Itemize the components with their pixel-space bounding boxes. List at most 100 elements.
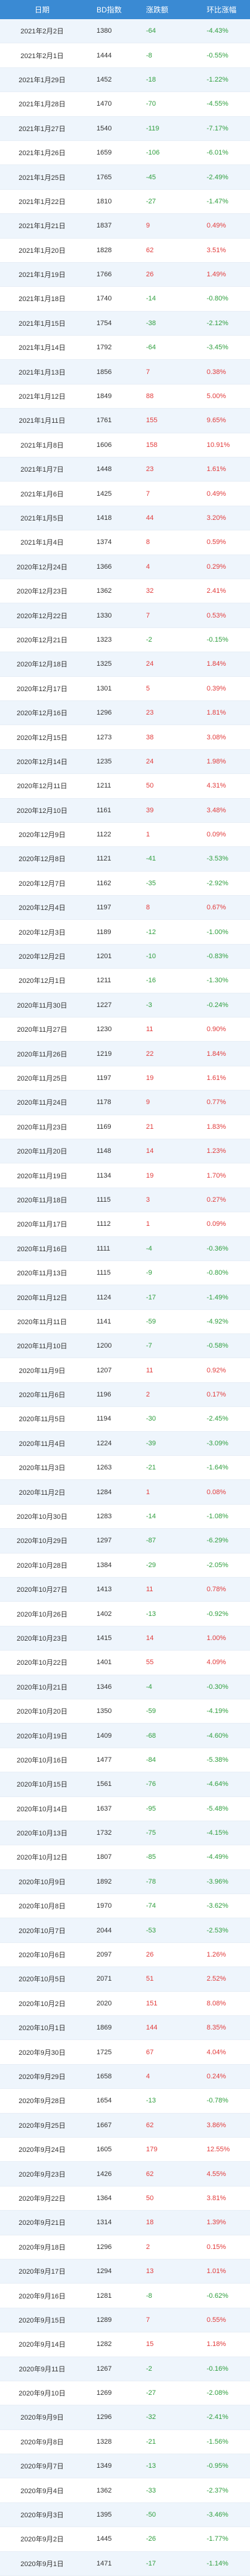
cell-date: 2020年10月1日 [19,2025,66,2033]
cell-date: 2020年12月15日 [17,734,67,742]
cell-date: 2020年12月2日 [19,953,66,961]
table-row: 2020年11月13日 1115 -9 -0.80% [0,1260,250,1286]
table-row: 2020年9月11日 1267 -2 -0.16% [0,2357,250,2381]
cell-date: 2020年10月21日 [17,1683,67,1691]
table-row: 2020年12月16日 1296 23 1.81% [0,700,250,726]
table-row: 2020年10月19日 1409 -68 -4.60% [0,1724,250,1748]
cell-change-pct: 0.77% [207,1099,226,1107]
table-row: 2020年9月21日 1314 18 1.39% [0,2211,250,2235]
cell-bd-index: 1380 [97,27,112,35]
cell-date: 2021年1月21日 [19,223,66,231]
cell-change-pct: 1.01% [207,2268,226,2276]
table-row: 2020年9月30日 1725 67 4.04% [0,2040,250,2065]
cell-date: 2020年10月5日 [19,1976,66,1984]
cell-bd-index: 1200 [97,1342,112,1350]
cell-change-pct: -2.08% [207,2389,228,2397]
cell-change-pct: 0.49% [207,490,226,498]
cell-bd-index: 1849 [97,393,112,401]
cell-bd-index: 1740 [97,295,112,303]
cell-date: 2020年11月18日 [17,1196,67,1204]
cell-bd-index: 1792 [97,344,112,352]
table-row: 2020年10月1日 1869 144 8.35% [0,2016,250,2041]
table-row: 2020年12月21日 1323 -2 -0.15% [0,627,250,653]
table-row: 2021年1月20日 1828 62 3.51% [0,238,250,263]
cell-bd-index: 1211 [97,977,111,985]
cell-date: 2020年10月16日 [17,1756,67,1764]
table-row: 2020年10月23日 1415 14 1.00% [0,1626,250,1651]
cell-change-pct: -1.14% [207,2559,228,2567]
cell-date: 2020年9月17日 [19,2268,66,2276]
cell-date: 2020年11月23日 [17,1123,67,1131]
cell-change: 24 [146,757,154,765]
cell-date: 2020年11月10日 [17,1343,67,1351]
cell-bd-index: 1227 [97,1001,112,1009]
cell-change: -13 [146,2097,156,2105]
cell-change: -87 [146,1537,156,1545]
cell-bd-index: 1235 [97,757,112,765]
table-row: 2020年12月7日 1162 -35 -2.92% [0,871,250,896]
table-row: 2020年9月23日 1426 62 4.55% [0,2162,250,2187]
table-row: 2020年9月2日 1445 -26 -1.77% [0,2527,250,2552]
cell-change-pct: -3.62% [207,1902,228,1910]
cell-change: -76 [146,1780,156,1788]
cell-bd-index: 1667 [97,2121,112,2129]
cell-bd-index: 1362 [97,2486,112,2494]
cell-bd-index: 1197 [97,1074,111,1082]
cell-date: 2020年9月1日 [20,2560,64,2568]
table-row: 2020年9月9日 1296 -32 -2.41% [0,2405,250,2430]
table-row: 2020年10月14日 1637 -95 -5.48% [0,1796,250,1821]
table-row: 2020年10月8日 1970 -74 -3.62% [0,1894,250,1919]
table-row: 2020年11月30日 1227 -3 -0.24% [0,993,250,1018]
cell-date: 2020年9月18日 [19,2243,66,2251]
table-row: 2020年11月24日 1178 9 0.77% [0,1090,250,1115]
cell-bd-index: 1281 [97,2292,112,2300]
cell-change-pct: 5.00% [207,393,226,401]
cell-date: 2020年9月10日 [19,2390,66,2398]
cell-change: -14 [146,295,156,303]
cell-change: 144 [146,2024,158,2032]
cell-change: 51 [146,1975,154,1983]
cell-change: 50 [146,782,154,790]
table-row: 2021年1月14日 1792 -64 -3.45% [0,336,250,360]
table-row: 2020年10月7日 2044 -53 -2.53% [0,1918,250,1943]
table-row: 2020年11月26日 1219 22 1.84% [0,1042,250,1066]
cell-change-pct: 0.27% [207,1196,226,1204]
cell-change-pct: 1.61% [207,1074,226,1082]
cell-change-pct: 0.24% [207,2073,226,2080]
cell-date: 2020年10月9日 [19,1878,66,1886]
cell-change-pct: -0.80% [207,1269,228,1277]
cell-change: -95 [146,1804,156,1813]
cell-change-pct: 0.29% [207,563,226,571]
cell-change: 8 [146,904,150,912]
cell-change: 26 [146,271,154,279]
cell-bd-index: 1366 [97,563,112,571]
table-row: 2020年10月26日 1402 -13 -0.92% [0,1602,250,1626]
cell-change: -59 [146,1707,156,1715]
table-row: 2020年12月4日 1197 8 0.67% [0,896,250,920]
cell-change: -50 [146,2511,156,2519]
cell-bd-index: 1115 [97,1269,111,1277]
cell-bd-index: 1294 [97,2268,112,2276]
cell-bd-index: 1297 [97,1537,112,1545]
cell-change: 7 [146,611,150,619]
cell-bd-index: 1413 [97,1586,112,1594]
cell-change-pct: -0.95% [207,2462,228,2470]
table-row: 2020年9月17日 1294 13 1.01% [0,2259,250,2284]
cell-date: 2020年10月6日 [19,1952,66,1960]
cell-change: -45 [146,173,156,181]
cell-bd-index: 1561 [97,1780,112,1788]
cell-change: -10 [146,953,156,961]
cell-date: 2020年11月5日 [19,1416,66,1424]
cell-date: 2020年12月23日 [17,588,67,596]
cell-bd-index: 1122 [97,831,111,839]
table-row: 2020年11月18日 1115 3 0.27% [0,1188,250,1213]
cell-change: 22 [146,1050,154,1058]
cell-bd-index: 1197 [97,904,111,912]
cell-change: -39 [146,1439,156,1447]
cell-date: 2021年1月7日 [20,466,64,474]
table-row: 2020年11月4日 1224 -39 -3.09% [0,1431,250,1456]
cell-bd-index: 1296 [97,2413,112,2421]
table-row: 2020年12月11日 1211 50 4.31% [0,774,250,799]
cell-bd-index: 1350 [97,1707,112,1715]
cell-date: 2020年9月21日 [19,2219,66,2227]
